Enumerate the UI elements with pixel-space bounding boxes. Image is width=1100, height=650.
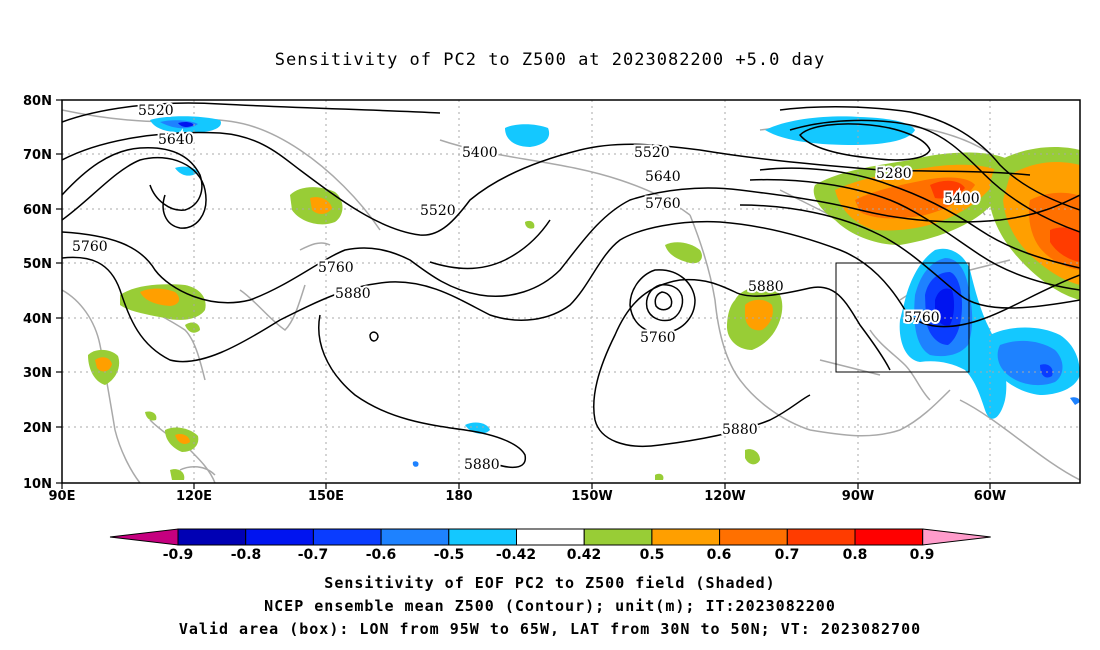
colorbar-tick: 0.5 bbox=[640, 547, 665, 563]
lon-label: 120W bbox=[704, 489, 745, 504]
contour-label: 5880 bbox=[748, 279, 784, 295]
lat-label: 20N bbox=[23, 421, 52, 436]
colorbar-tick: -0.9 bbox=[163, 547, 194, 563]
z500-contours bbox=[62, 102, 1080, 469]
colorbar-swatch bbox=[380, 528, 450, 546]
colorbar-tick: 0.8 bbox=[843, 547, 868, 563]
colorbar-tick: 0.9 bbox=[910, 547, 935, 563]
contour-label: 5760 bbox=[72, 239, 108, 255]
contour-label: 5400 bbox=[944, 191, 980, 207]
colorbar-swatch bbox=[719, 528, 788, 546]
contour-label: 5280 bbox=[876, 166, 912, 182]
footer-line-3: Valid area (box): LON from 95W to 65W, L… bbox=[178, 620, 922, 638]
footer-line-1: Sensitivity of EOF PC2 to Z500 field (Sh… bbox=[324, 574, 776, 592]
colorbar-tick: -0.42 bbox=[496, 547, 536, 563]
colorbar-swatch bbox=[245, 528, 314, 546]
map-title: Sensitivity of PC2 to Z500 at 2023082200… bbox=[274, 50, 826, 70]
contour-label: 5880 bbox=[464, 457, 500, 473]
lat-label: 40N bbox=[23, 312, 52, 327]
colorbar-swatch bbox=[651, 528, 721, 546]
lon-label: 60W bbox=[974, 489, 1006, 504]
lon-label: 180 bbox=[445, 489, 472, 504]
colorbar bbox=[109, 528, 991, 546]
colorbar-swatch bbox=[177, 528, 247, 546]
lon-label: 90E bbox=[49, 489, 76, 504]
colorbar-swatch bbox=[448, 528, 517, 546]
contour-label: 5400 bbox=[462, 145, 498, 161]
colorbar-arrow-high bbox=[922, 528, 991, 546]
lat-label: 50N bbox=[23, 257, 52, 272]
colorbar-swatch bbox=[854, 528, 924, 546]
contour-label: 5520 bbox=[420, 203, 456, 219]
colorbar-tick: 0.42 bbox=[567, 547, 602, 563]
lon-label: 120E bbox=[176, 489, 212, 504]
plot-frame bbox=[61, 99, 1081, 484]
colorbar-arrow-low bbox=[109, 528, 179, 546]
contour-labels: 5520 5640 5400 5520 5520 5640 5760 5280 … bbox=[70, 101, 982, 475]
lat-label: 60N bbox=[23, 203, 52, 218]
contour-label: 5880 bbox=[335, 286, 371, 302]
valid-area-box bbox=[835, 262, 970, 373]
colorbar-swatch bbox=[516, 528, 585, 546]
graticule bbox=[62, 100, 1080, 483]
lat-label: 80N bbox=[23, 94, 52, 109]
latitude-labels: 80N 70N 60N 50N 40N 30N 20N 10N bbox=[23, 94, 52, 492]
footer-line-2: NCEP ensemble mean Z500 (Contour); unit(… bbox=[264, 597, 836, 615]
contour-label: 5640 bbox=[645, 169, 681, 185]
contour-label: 5760 bbox=[904, 310, 940, 326]
lat-label: 70N bbox=[23, 148, 52, 163]
contour-label: 5880 bbox=[722, 422, 758, 438]
colorbar-swatch bbox=[312, 528, 382, 546]
lon-label: 90W bbox=[842, 489, 874, 504]
lat-label: 30N bbox=[23, 366, 52, 381]
colorbar-ticks: -0.9 -0.8 -0.7 -0.6 -0.5 -0.42 0.42 0.5 … bbox=[163, 547, 935, 563]
contour-label: 5760 bbox=[640, 330, 676, 346]
lat-label: 10N bbox=[23, 477, 52, 492]
lon-label: 150E bbox=[308, 489, 344, 504]
colorbar-swatch bbox=[786, 528, 856, 546]
colorbar-tick: 0.6 bbox=[707, 547, 732, 563]
contour-label: 5520 bbox=[138, 103, 174, 119]
contour-label: 5640 bbox=[158, 132, 194, 148]
longitude-labels: 90E 120E 150E 180 150W 120W 90W 60W bbox=[49, 489, 1007, 504]
colorbar-tick: -0.7 bbox=[298, 547, 329, 563]
colorbar-tick: -0.5 bbox=[434, 547, 465, 563]
contour-label: 5760 bbox=[318, 260, 354, 276]
contour-label: 5760 bbox=[645, 196, 681, 212]
colorbar-tick: -0.8 bbox=[231, 547, 262, 563]
lon-label: 150W bbox=[571, 489, 612, 504]
colorbar-swatch bbox=[583, 528, 653, 546]
contour-label: 5520 bbox=[634, 145, 670, 161]
colorbar-tick: -0.6 bbox=[366, 547, 397, 563]
colorbar-tick: 0.7 bbox=[775, 547, 800, 563]
